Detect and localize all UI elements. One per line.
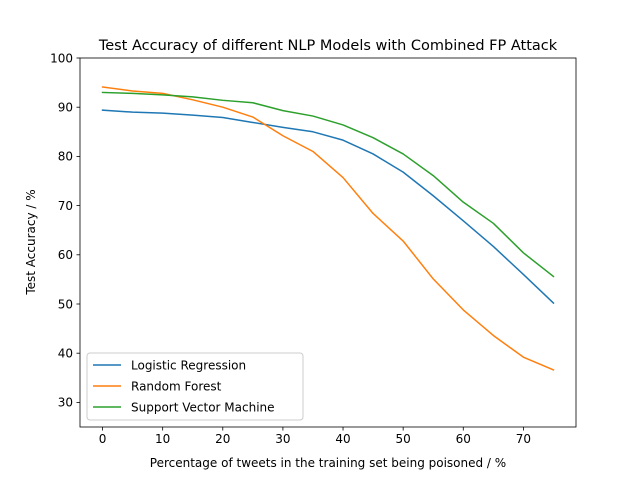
x-tick-label: 20	[215, 432, 230, 446]
y-tick-label: 60	[58, 248, 73, 262]
legend: Logistic Regression Random Forest Support …	[86, 352, 304, 421]
series-line-0	[101, 109, 555, 305]
plot-area: 0 10 20 30 40 50 60 70 30 40 50 60 70 80 90 100	[50, 51, 577, 446]
series-line-2	[101, 91, 555, 278]
x-tick-label: 50	[396, 432, 411, 446]
legend-box	[86, 352, 304, 421]
x-tick-label: 60	[456, 432, 471, 446]
x-axis-label: Percentage of tweets in the training set…	[150, 456, 506, 470]
y-tick-label: 80	[58, 150, 73, 164]
x-tick-label: 70	[516, 432, 531, 446]
y-tick-label: 30	[58, 396, 73, 410]
legend-label-2: Support Vector Machine	[131, 400, 275, 414]
axes-frame	[79, 57, 577, 428]
y-tick-label: 100	[50, 51, 73, 65]
y-tick-label: 70	[58, 199, 73, 213]
x-tick-label: 30	[275, 432, 290, 446]
x-tick-label: 40	[335, 432, 350, 446]
chart-title: Test Accuracy of different NLP Models wi…	[98, 38, 558, 54]
y-tick-label: 50	[58, 297, 73, 311]
y-axis-label: Test Accuracy / %	[24, 189, 38, 295]
x-tick-label: 10	[155, 432, 170, 446]
legend-label-0: Logistic Regression	[131, 358, 246, 372]
legend-label-1: Random Forest	[131, 379, 222, 393]
y-tick-label: 40	[58, 347, 73, 361]
y-tick-label: 90	[58, 101, 73, 115]
x-tick-label: 0	[99, 432, 107, 446]
